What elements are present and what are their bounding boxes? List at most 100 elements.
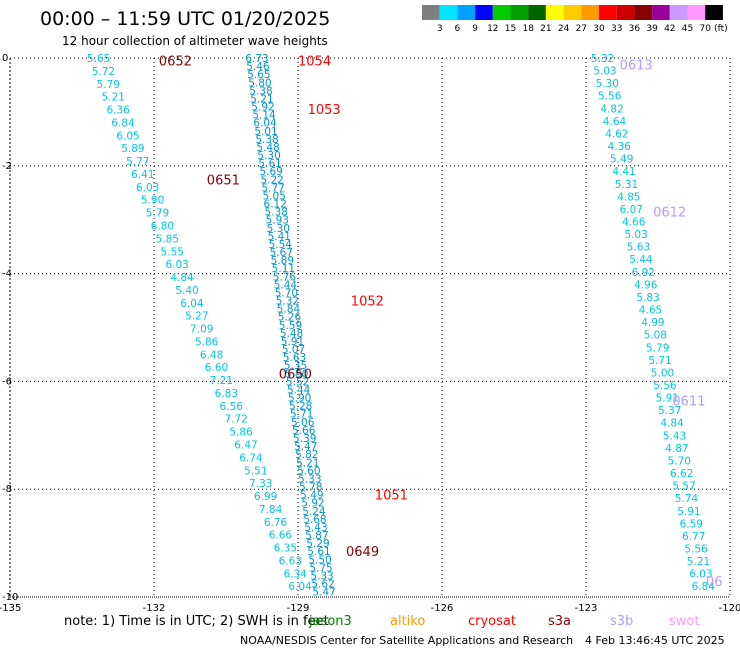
wave-height-value: 5.40 [175,285,198,297]
wave-height-value: 5.79 [146,208,169,220]
satellite-legend-item: altiko [390,614,425,629]
wave-height-value: 6.60 [205,362,228,374]
wave-height-value: 6.12 [264,199,287,211]
y-tick-label: -6 [2,376,12,387]
colorbar-swatch [475,5,493,20]
wave-height-value: 5.43 [304,522,327,534]
colorbar-label: 39 [646,24,658,34]
colorbar-label: 45 [682,24,693,34]
pass-labels: 0652 0651 0650 0649 1054 1053 1052 1051 0613 0612… [159,55,723,590]
wave-height-value: 4.65 [639,305,662,317]
wave-height-value: 5.14 [252,110,276,122]
page-subtitle: 12 hour collection of altimeter wave hei… [62,34,328,48]
wave-height-value: 5.07 [282,344,305,356]
wave-height-value: 5.08 [644,330,667,342]
colorbar-swatch [705,5,723,20]
wave-height-value: 6.04 [253,118,277,130]
wave-height-value: 5.32 [591,53,614,65]
wave-height-value: 5.80 [285,368,308,380]
pass-time-label: 1054 [298,55,331,70]
wave-height-value: 5.01 [254,126,277,138]
colorbar-swatch [634,5,653,20]
colorbar-label: 30 [593,24,605,34]
wave-height-value: 5.65 [87,53,110,65]
wave-height-value: 6.63 [279,555,302,567]
wave-height-value: 4.84 [170,272,194,284]
satellite-legend-item: jason3 [308,614,352,629]
pass-time-label: 0613 [620,58,653,73]
wave-height-value: 6.83 [215,388,238,400]
wave-height-value: 7.21 [210,375,233,387]
satellite-legend: jason3 altiko cryosat s3a s3b swot [308,614,699,629]
wave-height-value: 5.37 [658,405,681,417]
wave-height-value: 5.41 [268,231,291,243]
wave-height-value: 5.79 [646,342,669,354]
x-tick-label: -129 [287,603,310,614]
wave-height-value: 4.84 [660,418,684,430]
wave-height-value: 5.27 [185,311,208,323]
wave-height-value: 6.59 [680,518,703,530]
wave-height-value: 6.07 [620,204,643,216]
wave-height-value: 5.69 [259,166,282,178]
wave-height-value: 5.61 [307,546,330,558]
wave-height-value: 5.44 [274,279,298,291]
wave-height-value: 5.61 [258,158,281,170]
colorbar-label: 6 [455,24,461,34]
wave-height-value: 5.43 [663,430,686,442]
pass-time-label: 1051 [375,489,408,504]
colorbar-swatch [563,5,582,20]
wave-height-value: 5.71 [648,355,671,367]
colorbar-legend: 3 6 9 12 15 18 21 24 27 30 33 36 39 42 45 70 (ft) [422,5,728,34]
wave-height-value: 6.84 [111,117,135,129]
pass-time-label: 0611 [672,394,705,409]
wave-height-value: 5.44 [287,384,311,396]
wave-height-value: 5.11 [272,263,295,275]
wave-height-value: 5.48 [280,328,303,340]
wave-height-value: 6.41 [131,169,154,181]
wave-height-value: 5.47 [294,441,317,453]
wave-height-value: 5.49 [610,154,633,166]
wave-height-value: 4.85 [617,191,640,203]
colorbar-label: 9 [472,24,478,34]
wave-height-value: 5.56 [684,543,708,555]
colorbar-swatch [492,5,511,20]
wave-height-value: 5.63 [627,242,650,254]
wave-height-value: 6.84 [692,581,716,593]
wave-height-value: 5.32 [276,296,299,308]
pass-time-label: 0612 [653,206,686,221]
wave-height-value: 5.24 [302,506,326,518]
pass-time-label: 0649 [346,545,379,560]
wave-height-value: 5.93 [266,215,289,227]
wave-height-value: 5.71 [290,409,313,421]
colorbar-swatch [545,5,564,20]
wave-height-value: 5.91 [656,393,679,405]
wave-height-value: 5.21 [250,93,273,105]
colorbar-swatch [599,5,617,20]
colorbar-label: 42 [664,24,675,34]
wave-height-value: 7.84 [259,504,283,516]
wave-height-value: 5.50 [308,554,331,566]
wave-height-value: 6.73 [245,53,268,65]
wave-height-value: 5.86 [229,427,253,439]
wave-height-value: 6.62 [670,468,693,480]
y-tick-label: 0 [2,53,8,64]
x-tick-label: -132 [143,603,166,614]
wave-height-value: 5.30 [596,78,619,90]
colorbar-label: 70 [699,24,711,34]
wave-height-value: 5.76 [273,271,297,283]
wave-height-value: 6.99 [254,491,277,503]
y-tick-label: -8 [2,484,12,495]
wave-height-value: 7.72 [224,414,247,426]
wave-height-value: 5.51 [244,465,267,477]
center-track: 6.735.465.655.805.385.215.925.146.045.01… [245,53,336,599]
wave-height-value: 6.80 [151,220,174,232]
wave-height-value: 5.49 [300,490,323,502]
colorbar-swatch [422,5,440,20]
wave-height-value: 5.92 [301,498,324,510]
x-tick-label: -120 [719,603,740,614]
colorbar-label: 15 [505,24,516,34]
x-tick-label: -123 [575,603,598,614]
wave-height-value: 6.77 [682,531,705,543]
wave-height-value: 5.77 [126,156,149,168]
wave-height-value: 5.74 [675,493,699,505]
